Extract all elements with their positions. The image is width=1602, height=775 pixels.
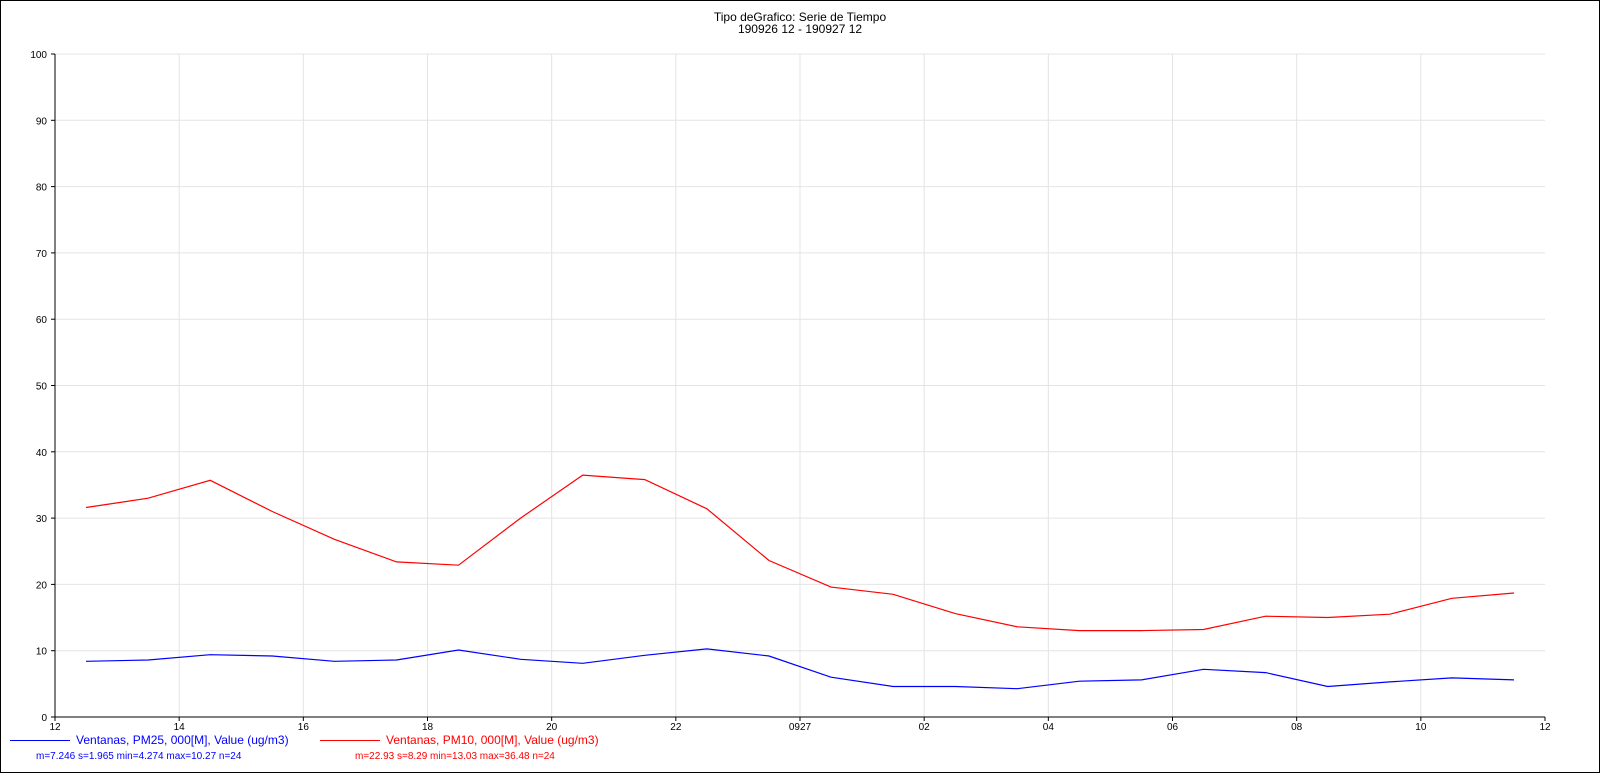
x-tick-label: 22	[670, 722, 682, 733]
y-tick-label: 100	[30, 50, 47, 61]
y-tick-label: 60	[36, 315, 48, 326]
x-tick-label: 02	[919, 722, 931, 733]
legend-stats-pm10: m=22.93 s=8.29 min=13.03 max=36.48 n=24	[355, 749, 555, 762]
y-tick-label: 20	[36, 580, 48, 591]
x-tick-label: 20	[546, 722, 558, 733]
legend-item-pm10: Ventanas, PM10, 000[M], Value (ug/m3)	[320, 734, 599, 746]
legend-label-pm25: Ventanas, PM25, 000[M], Value (ug/m3)	[76, 733, 289, 747]
legend-stats-text-pm10: m=22.93 s=8.29 min=13.03 max=36.48 n=24	[355, 751, 555, 762]
chart-title: Tipo deGrafico: Serie de Tiempo	[713, 10, 887, 24]
x-tick-label: 16	[298, 722, 310, 733]
x-tick-label: 06	[1167, 722, 1179, 733]
x-tick-label: 04	[1043, 722, 1055, 733]
series-line-pm10	[85, 474, 1515, 632]
x-tick-label: 12	[1539, 722, 1551, 733]
y-tick-label: 70	[36, 249, 48, 260]
y-tick-label: 0	[41, 713, 47, 724]
legend-swatch-pm25	[10, 740, 70, 742]
legend-stats-pm25: m=7.246 s=1.965 min=4.274 max=10.27 n=24	[36, 749, 241, 762]
chart-subtitle: 190926 12 - 190927 12	[737, 22, 863, 36]
y-tick-label: 10	[36, 647, 48, 658]
legend-swatch-pm10	[320, 740, 380, 742]
series-line-pm25	[85, 648, 1515, 690]
x-tick-label: 0927	[789, 722, 812, 733]
x-tick-label: 10	[1415, 722, 1427, 733]
y-tick-label: 30	[36, 514, 48, 525]
y-tick-label: 50	[36, 382, 48, 393]
legend-stats-text-pm25: m=7.246 s=1.965 min=4.274 max=10.27 n=24	[36, 751, 242, 762]
y-tick-label: 80	[36, 183, 48, 194]
x-tick-label: 14	[174, 722, 186, 733]
legend-label-pm10: Ventanas, PM10, 000[M], Value (ug/m3)	[386, 733, 599, 747]
y-tick-label: 90	[36, 116, 48, 127]
y-tick-label: 40	[36, 448, 48, 459]
x-tick-label: 08	[1291, 722, 1303, 733]
x-tick-label: 18	[422, 722, 434, 733]
x-tick-label: 12	[49, 722, 61, 733]
legend-item-pm25: Ventanas, PM25, 000[M], Value (ug/m3)	[10, 734, 289, 746]
